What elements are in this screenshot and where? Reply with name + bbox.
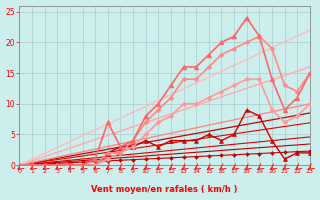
- X-axis label: Vent moyen/en rafales ( km/h ): Vent moyen/en rafales ( km/h ): [91, 185, 238, 194]
